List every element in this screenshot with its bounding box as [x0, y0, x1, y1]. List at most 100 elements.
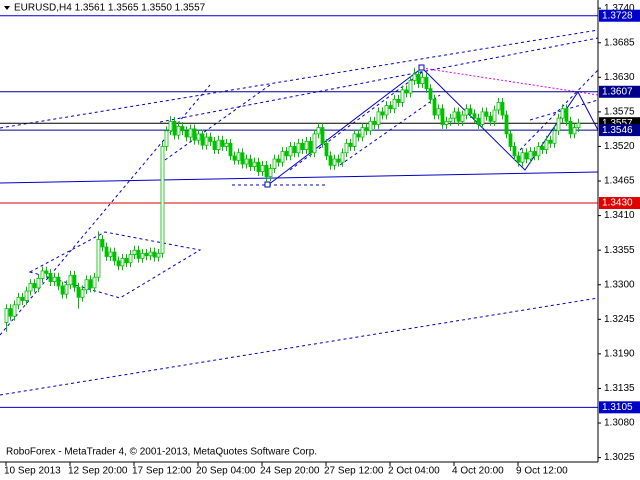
candle-body — [220, 139, 225, 147]
candle-body — [388, 105, 393, 110]
candle-body — [432, 98, 437, 116]
candle-body — [436, 108, 441, 116]
y-tick-label: 1.3135 — [604, 383, 635, 394]
candle-body — [64, 284, 69, 295]
candle-body — [52, 276, 57, 283]
candle-body — [544, 139, 549, 151]
candle-body — [48, 273, 53, 282]
candle-body — [308, 141, 313, 154]
candle-body — [356, 133, 361, 138]
candle-body — [536, 146, 541, 157]
trend-line — [421, 67, 599, 96]
price-level-box — [599, 124, 640, 137]
price-level-box — [599, 401, 640, 414]
y-tick-label: 1.3190 — [604, 349, 635, 360]
candle-body — [20, 296, 25, 301]
candle-body — [168, 120, 173, 132]
candle-body — [420, 76, 425, 84]
x-tick-label: 4 Oct 20:00 — [452, 466, 504, 477]
candle-body — [424, 76, 429, 90]
candle-body — [88, 279, 93, 289]
candle-body — [124, 257, 129, 264]
candle-body — [284, 151, 289, 157]
candle-body — [300, 142, 305, 150]
candle-body — [176, 125, 181, 136]
candle-body — [144, 252, 149, 257]
candle-body — [448, 117, 453, 122]
candle-body — [192, 128, 197, 141]
price-level-box — [599, 197, 640, 210]
candle-body — [348, 142, 353, 147]
candle-body — [572, 127, 577, 135]
y-tick-label: 1.3520 — [604, 141, 635, 152]
candle-body — [320, 127, 325, 144]
candle-body — [292, 146, 297, 154]
candle-body — [492, 109, 497, 122]
candle-body — [560, 108, 565, 119]
candle-body — [380, 111, 385, 116]
candle-body — [516, 155, 521, 163]
title-icon — [4, 6, 10, 10]
price-level-label: 1.3728 — [602, 10, 633, 21]
x-tick-label: 2 Oct 04:00 — [388, 466, 440, 477]
wave-path — [267, 67, 599, 186]
candle-body — [464, 108, 469, 116]
candle-body — [460, 114, 465, 122]
y-tick-label: 1.3355 — [604, 245, 635, 256]
candle-body — [236, 152, 241, 161]
candle-body — [40, 270, 45, 279]
candle-body — [404, 89, 409, 94]
candle-body — [352, 133, 357, 147]
candle-body — [440, 108, 445, 125]
candle-body — [548, 139, 553, 144]
price-level-label: 1.3430 — [602, 198, 633, 209]
candle-body — [128, 254, 133, 264]
candle-body — [248, 158, 253, 167]
candle-body — [268, 168, 273, 178]
y-tick-label: 1.3740 — [604, 3, 635, 14]
candle-body — [160, 146, 165, 254]
x-tick-label: 24 Sep 20:00 — [260, 466, 320, 477]
candle-body — [56, 276, 61, 287]
candle-body — [288, 146, 293, 157]
candle-body — [32, 283, 37, 289]
candle-body — [72, 274, 77, 288]
candle-body — [452, 111, 457, 119]
y-tick-label: 1.3410 — [604, 210, 635, 221]
candle-body — [68, 274, 73, 286]
candle-body — [256, 161, 261, 173]
candle-body — [132, 249, 137, 255]
candle-body — [108, 251, 113, 257]
x-tick-label: 9 Oct 12:00 — [516, 466, 568, 477]
x-tick-label: 27 Sep 12:00 — [324, 466, 384, 477]
y-tick-label: 1.3080 — [604, 418, 635, 429]
trend-line — [0, 29, 599, 129]
candle-body — [24, 290, 29, 301]
candle-body — [152, 251, 157, 258]
price-level-box — [599, 9, 640, 22]
candle-body — [396, 98, 401, 103]
candle-body — [344, 142, 349, 154]
candle-body — [172, 120, 177, 136]
candle-body — [136, 249, 141, 259]
candle-body — [468, 108, 473, 115]
candle-body — [576, 122, 581, 128]
candle-body — [96, 239, 101, 278]
candle-body — [556, 117, 561, 132]
candle-body — [76, 286, 81, 298]
x-tick-label: 10 Sep 2013 — [4, 466, 61, 477]
candle-body — [36, 278, 41, 289]
candle-body — [180, 125, 185, 132]
candle-body — [412, 73, 417, 81]
candle-body — [208, 136, 213, 142]
candle-body — [444, 120, 449, 125]
candle-body — [500, 102, 505, 116]
candle-body — [376, 111, 381, 125]
candle-body — [84, 279, 89, 291]
chart-title: EURUSD,H4 1.3561 1.3565 1.3550 1.3557 — [14, 3, 206, 14]
levels — [0, 15, 598, 408]
candle-body — [472, 113, 477, 119]
